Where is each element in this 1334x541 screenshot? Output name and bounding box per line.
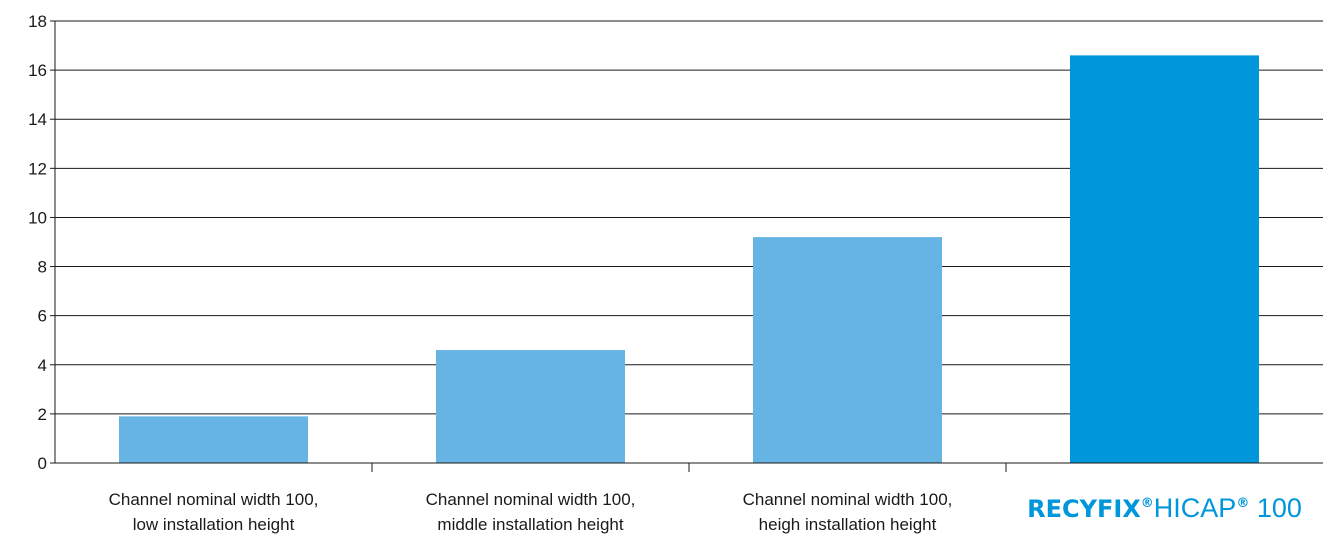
x-category-label: heigh installation height	[759, 515, 937, 534]
x-category-labels: Channel nominal width 100, low installati…	[109, 490, 1302, 534]
x-category-label: low installation height	[133, 515, 295, 534]
y-tick-label: 12	[28, 159, 47, 178]
x-category-label: middle installation height	[437, 515, 623, 534]
y-tick-label: 4	[38, 356, 47, 375]
brand-model: 100	[1249, 493, 1302, 523]
y-tick-label: 0	[38, 454, 47, 473]
y-tick-label: 10	[28, 208, 47, 227]
y-tick-label: 8	[38, 258, 47, 277]
bar	[119, 416, 308, 463]
x-category-label: Channel nominal width 100,	[109, 490, 319, 509]
x-category-label: Channel nominal width 100,	[743, 490, 953, 509]
y-tick-label: 14	[28, 110, 47, 129]
brand-bold: RECYFIX	[1027, 495, 1141, 523]
y-tick-label: 18	[28, 12, 47, 31]
bar	[753, 237, 942, 463]
y-tick-label: 16	[28, 61, 47, 80]
brand-sup2: ®	[1236, 496, 1249, 511]
bar	[436, 350, 625, 463]
axes	[50, 20, 1323, 472]
brand-sup1: ®	[1141, 496, 1154, 511]
y-tick-label: 2	[38, 405, 47, 424]
x-category-label: Channel nominal width 100,	[426, 490, 636, 509]
bars	[119, 55, 1259, 463]
y-tick-labels: 0 2 4 6 8 10 12 14 16 18	[28, 12, 47, 473]
gridlines	[55, 20, 1323, 415]
brand-reg: HICAP	[1154, 493, 1237, 523]
y-tick-label: 6	[38, 307, 47, 326]
bar	[1070, 55, 1259, 463]
brand-label: RECYFIX®HICAP® 100	[1027, 493, 1302, 523]
